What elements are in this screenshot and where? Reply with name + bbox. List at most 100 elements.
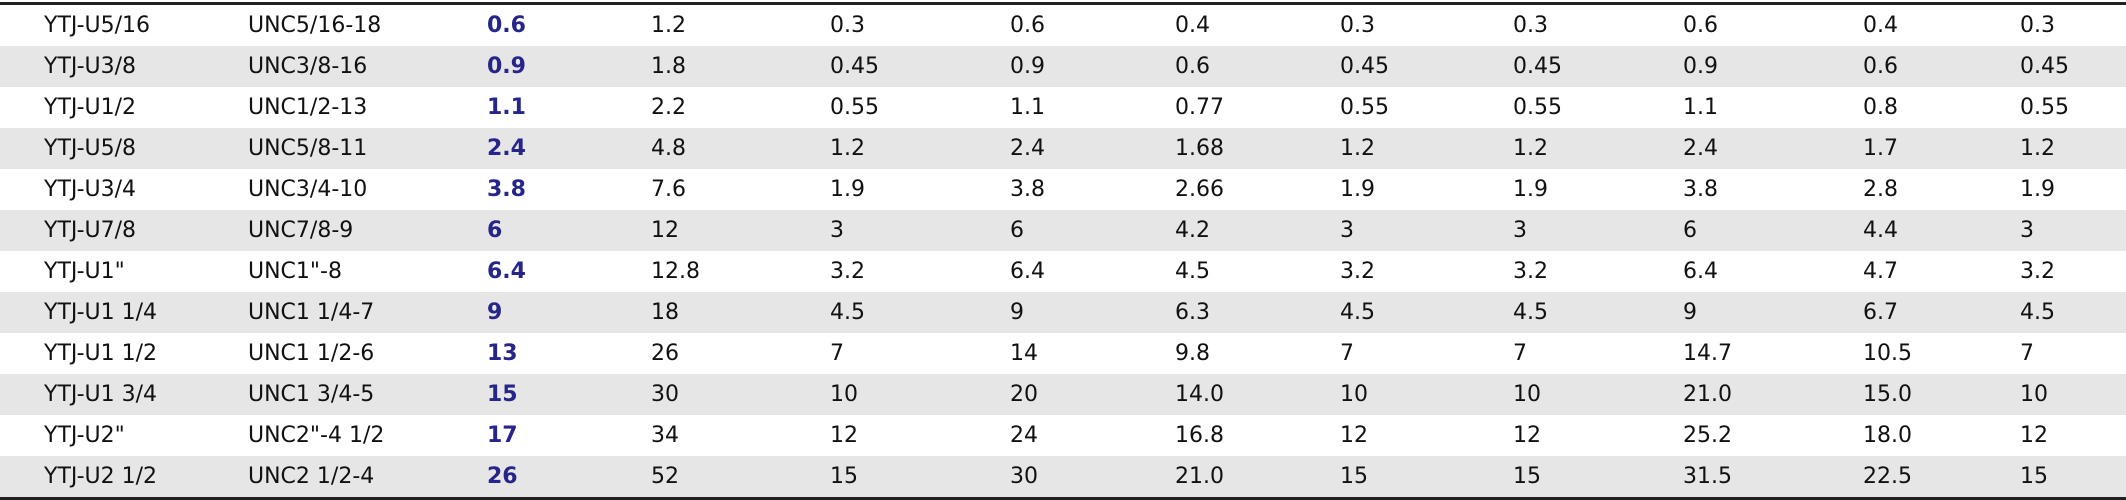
value-cell: 4.4 <box>1863 210 2020 251</box>
thread-cell: UNC1 1/4-7 <box>248 292 487 333</box>
thread-cell: UNC3/8-16 <box>248 46 487 87</box>
table-row: YTJ-U1" UNC1"-8 6.4 12.8 3.2 6.4 4.5 3.2 3.2 6.4 4… <box>0 251 2126 292</box>
thread-cell: UNC1 1/2-6 <box>248 341 375 366</box>
value-cell: 10.5 <box>1863 341 1912 366</box>
table-row: YTJ-U2 1/2 UNC2 1/2-4 26 52 15 30 21.0 15 15 31.5… <box>0 456 2126 499</box>
value-cell: 1.2 <box>2020 128 2126 169</box>
value-cell: 1.1 <box>487 95 526 120</box>
value-cell: 1.7 <box>1863 128 2020 169</box>
value-cell: 0.45 <box>1340 46 1513 87</box>
model-cell: YTJ-U5/16 <box>44 13 151 38</box>
model-cell: YTJ-U2" <box>44 423 125 448</box>
value-cell: 0.3 <box>830 13 865 38</box>
value-cell: 3.8 <box>487 177 526 202</box>
value-cell: 15 <box>487 374 651 415</box>
model-cell: YTJ-U1 1/2 <box>44 341 158 366</box>
value-cell: 0.6 <box>1175 46 1340 87</box>
value-cell: 26 <box>651 341 679 366</box>
model-cell: YTJ-U5/8 <box>0 128 248 169</box>
model-cell: YTJ-U1 1/4 <box>0 292 248 333</box>
model-cell: YTJ-U1 3/4 <box>0 374 248 415</box>
table-row: YTJ-U1 1/4 UNC1 1/4-7 9 18 4.5 9 6.3 4.5 4.5 9 6.7… <box>0 292 2126 333</box>
value-cell: 3.2 <box>2020 259 2055 284</box>
value-cell: 0.55 <box>2020 95 2069 120</box>
value-cell: 10 <box>1340 374 1513 415</box>
table-row: YTJ-U2" UNC2"-4 1/2 17 34 12 24 16.8 12 12 25.2 18… <box>0 415 2126 456</box>
model-cell: YTJ-U1" <box>44 259 125 284</box>
value-cell: 6 <box>1010 210 1175 251</box>
model-cell: YTJ-U1/2 <box>44 95 137 120</box>
value-cell: 7.6 <box>651 177 686 202</box>
table-body: YTJ-U5/16 UNC5/16-18 0.6 1.2 0.3 0.6 0.4 0.3 0.3… <box>0 4 2126 499</box>
value-cell: 1.2 <box>651 13 686 38</box>
value-cell: 12 <box>651 210 830 251</box>
value-cell: 4.5 <box>2020 292 2126 333</box>
value-cell: 2.8 <box>1863 177 1898 202</box>
value-cell: 0.3 <box>1513 13 1548 38</box>
value-cell: 1.9 <box>830 177 865 202</box>
value-cell: 21.0 <box>1683 374 1863 415</box>
thread-cell: UNC1"-8 <box>248 259 342 284</box>
value-cell: 20 <box>1010 374 1175 415</box>
value-cell: 0.55 <box>1513 95 1562 120</box>
value-cell: 13 <box>487 341 518 366</box>
value-cell: 1.9 <box>1513 177 1548 202</box>
value-cell: 3.2 <box>1513 259 1548 284</box>
value-cell: 7 <box>2020 341 2034 366</box>
value-cell: 15 <box>1513 456 1683 499</box>
value-cell: 4.5 <box>1513 292 1683 333</box>
value-cell: 16.8 <box>1175 423 1224 448</box>
value-cell: 9 <box>1683 292 1863 333</box>
value-cell: 6.3 <box>1175 292 1340 333</box>
value-cell: 21.0 <box>1175 456 1340 499</box>
value-cell: 0.6 <box>1683 13 1718 38</box>
value-cell: 6 <box>1683 210 1863 251</box>
value-cell: 0.4 <box>1863 13 1898 38</box>
value-cell: 6 <box>487 210 651 251</box>
value-cell: 12 <box>1513 423 1541 448</box>
value-cell: 10 <box>2020 374 2126 415</box>
model-cell: YTJ-U2 1/2 <box>0 456 248 499</box>
value-cell: 2.4 <box>1683 128 1863 169</box>
value-cell: 3 <box>2020 210 2126 251</box>
value-cell: 14.7 <box>1683 341 1732 366</box>
thread-cell: UNC1 3/4-5 <box>248 374 487 415</box>
value-cell: 2.2 <box>651 95 686 120</box>
value-cell: 7 <box>1513 341 1527 366</box>
thread-cell: UNC1/2-13 <box>248 95 368 120</box>
value-cell: 9 <box>1010 292 1175 333</box>
value-cell: 15 <box>830 456 1010 499</box>
value-cell: 6.4 <box>487 259 526 284</box>
value-cell: 0.3 <box>1340 13 1375 38</box>
value-cell: 22.5 <box>1863 456 2020 499</box>
thread-cell: UNC5/8-11 <box>248 128 487 169</box>
thread-cell: UNC2"-4 1/2 <box>248 423 385 448</box>
value-cell: 0.9 <box>1683 46 1863 87</box>
value-cell: 4.5 <box>1175 259 1210 284</box>
value-cell: 0.8 <box>1863 95 1898 120</box>
value-cell: 12 <box>830 423 858 448</box>
value-cell: 18 <box>651 292 830 333</box>
thread-cell: UNC3/4-10 <box>248 177 368 202</box>
value-cell: 3.8 <box>1683 177 1718 202</box>
value-cell: 4.2 <box>1175 210 1340 251</box>
value-cell: 12 <box>1340 423 1368 448</box>
value-cell: 0.9 <box>1010 46 1175 87</box>
value-cell: 4.5 <box>1340 292 1513 333</box>
value-cell: 9 <box>487 292 651 333</box>
value-cell: 1.2 <box>830 128 1010 169</box>
value-cell: 3.2 <box>1340 259 1375 284</box>
model-cell: YTJ-U7/8 <box>0 210 248 251</box>
value-cell: 0.6 <box>487 13 526 38</box>
value-cell: 3.8 <box>1010 177 1045 202</box>
value-cell: 7 <box>1340 341 1354 366</box>
thread-cell: UNC2 1/2-4 <box>248 456 487 499</box>
value-cell: 15 <box>2020 456 2126 499</box>
value-cell: 1.9 <box>2020 177 2055 202</box>
value-cell: 1.8 <box>651 46 830 87</box>
value-cell: 6.4 <box>1010 259 1045 284</box>
value-cell: 0.77 <box>1175 95 1224 120</box>
value-cell: 3.2 <box>830 259 865 284</box>
value-cell: 2.4 <box>1010 128 1175 169</box>
